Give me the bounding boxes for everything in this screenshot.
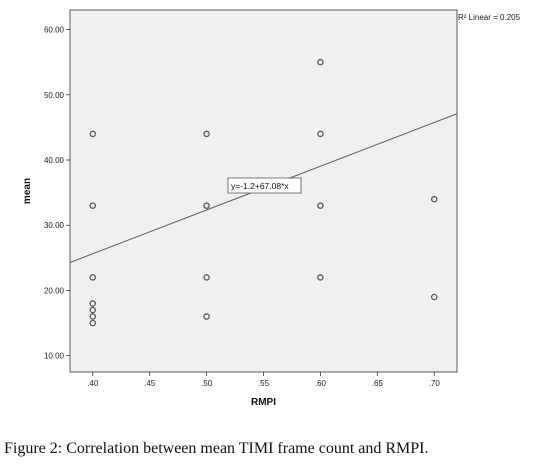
y-tick-label: 10.00 <box>44 352 65 361</box>
data-point <box>89 313 97 320</box>
y-tick-label: 50.00 <box>44 91 65 100</box>
data-point <box>317 202 324 209</box>
data-point <box>317 58 324 66</box>
y-axis-title: mean <box>22 178 33 204</box>
x-tick-label: .60 <box>315 379 327 388</box>
scatter-chart: 10.00 20.00 30.00 40.00 50.00 60.00 .40 .45 .50.… <box>22 9 521 408</box>
x-tick-label: .40 <box>87 379 99 388</box>
data-point <box>89 130 97 138</box>
data-point <box>430 195 438 203</box>
x-tick-label: .45 <box>144 379 156 388</box>
caption-label: Figure 2: <box>4 440 63 457</box>
y-tick-label: 30.00 <box>44 221 65 230</box>
data-point <box>89 300 97 307</box>
data-point <box>203 130 210 138</box>
y-tick-label: 20.00 <box>44 286 65 295</box>
equation-label: y=-1.2+67.08*x <box>231 181 289 191</box>
data-point <box>203 313 210 320</box>
data-point <box>89 306 97 314</box>
x-tick-label: .65 <box>372 379 384 388</box>
y-tick-label: 40.00 <box>44 156 65 165</box>
x-tick-label: .50 <box>201 379 213 388</box>
x-axis-title: RMPI <box>251 397 276 408</box>
data-point <box>203 202 210 209</box>
r2-label: R² Linear = 0.205 <box>458 13 521 22</box>
data-point <box>89 202 97 209</box>
x-tick-label: .70 <box>429 379 441 388</box>
data-point <box>317 130 324 138</box>
caption-text: Correlation between mean TIMI frame coun… <box>62 440 429 457</box>
data-point <box>89 319 97 327</box>
data-point <box>430 293 438 301</box>
equation-box: y=-1.2+67.08*x <box>227 177 302 194</box>
data-point <box>317 274 324 281</box>
data-point <box>203 274 210 281</box>
y-tick-label: 60.00 <box>44 26 65 35</box>
figure-caption: Figure 2: Correlation between mean TIMI … <box>4 440 530 458</box>
x-tick-label: .55 <box>258 379 270 388</box>
data-point <box>89 274 97 281</box>
